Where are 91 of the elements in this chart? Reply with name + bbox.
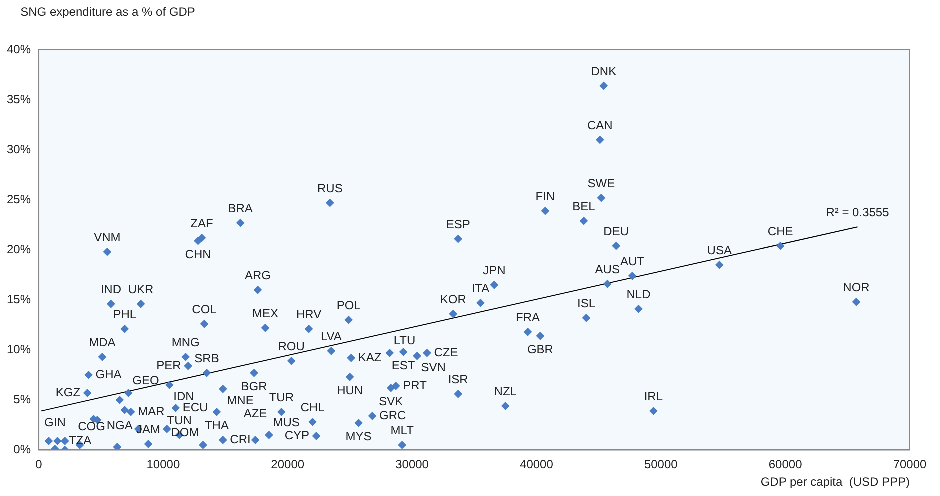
x-tick-label: 40000 (520, 458, 554, 472)
annotation: KGZ (56, 385, 81, 400)
x-axis-title: GDP per capita (USD PPP) (760, 475, 910, 490)
annotation: AUT (620, 254, 646, 268)
annotation: MYS (346, 430, 372, 444)
annotation: ISR (448, 372, 469, 386)
annotation: PHL (113, 307, 137, 322)
annotation: GIN (44, 416, 66, 430)
annotation: ISL (577, 296, 596, 310)
x-tick-label: 70000 (893, 458, 928, 472)
y-tick-label: 25% (6, 192, 32, 206)
annotation: TZA (68, 434, 92, 448)
annotation: MNG (172, 335, 200, 350)
x-tick-label: 20000 (271, 458, 305, 472)
annotation: GRC (379, 408, 406, 422)
annotation: ESP (446, 217, 470, 232)
annotation: AUS (595, 262, 620, 276)
annotation: VNM (94, 230, 121, 244)
annotation: MNE (227, 393, 254, 408)
annotation: NZL (494, 384, 518, 398)
annotation: MUS (273, 416, 300, 430)
annotation: GBR (527, 342, 554, 356)
y-tick-label: 0% (14, 442, 32, 457)
x-tick-label: 10000 (146, 458, 180, 472)
annotation: USA (707, 243, 732, 258)
annotation: THA (204, 418, 229, 432)
x-tick-label: 60000 (768, 458, 803, 472)
annotation: CZE (434, 345, 458, 360)
annotation: MAR (138, 404, 166, 418)
annotation: CHL (300, 400, 326, 414)
annotation: NGA (106, 418, 133, 432)
annotation: SWE (588, 176, 616, 190)
y-tick-label: 20% (6, 242, 32, 256)
annotation: NOR (843, 280, 870, 294)
annotation: GEO (132, 373, 160, 388)
annotation: GHA (96, 367, 122, 382)
annotation: R² = 0.3555 (826, 205, 890, 220)
annotation: IRL (644, 389, 664, 404)
annotation: CRI (230, 432, 251, 447)
annotation: BGR (241, 379, 268, 394)
annotation: POL (336, 298, 362, 312)
y-tick-label: 5% (14, 392, 32, 406)
annotation: IND (100, 282, 122, 296)
annotation: UKR (128, 282, 154, 296)
annotation: HRV (296, 307, 322, 322)
y-tick-label: 35% (6, 92, 32, 106)
annotation: MEX (252, 306, 278, 320)
annotation: ROU (278, 339, 305, 354)
annotation: TUR (269, 390, 294, 404)
annotation: CYP (284, 428, 310, 443)
annotation: MLT (390, 424, 415, 438)
annotation: ZAF (190, 216, 214, 230)
annotation: KOR (440, 292, 467, 306)
annotation: NLD (626, 287, 652, 302)
annotation: SVK (379, 394, 404, 408)
annotation: EST (392, 358, 416, 372)
annotation: CHE (768, 224, 794, 238)
annotation: RUS (318, 181, 343, 196)
y-axis-title: SNG expenditure as a % of GDP (20, 4, 196, 20)
annotation: SVN (421, 360, 446, 374)
annotation: CHN (185, 247, 212, 262)
annotation: DOM (171, 426, 200, 440)
annotation: LTU (394, 333, 416, 348)
y-tick-label: 30% (6, 142, 32, 156)
x-tick-label: 0 (36, 458, 43, 472)
annotation: COG (78, 420, 106, 434)
x-tick-label: 30000 (396, 458, 430, 472)
annotation: TUN (167, 414, 192, 428)
annotation: KAZ (358, 350, 382, 364)
annotation: ITA (472, 281, 490, 296)
annotation: JPN (483, 263, 506, 278)
annotation: ARG (245, 268, 272, 282)
y-tick-label: 10% (6, 342, 32, 356)
annotation: FRA (516, 310, 540, 324)
y-tick-label: 15% (6, 292, 32, 306)
annotation: SRB (194, 351, 220, 366)
annotation: CAN (588, 118, 613, 132)
annotation: PER (156, 358, 182, 372)
annotation: COL (192, 302, 218, 316)
annotation: BEL (572, 199, 596, 214)
annotation: MDA (89, 335, 116, 350)
annotation: FIN (536, 189, 556, 204)
annotation: LVA (320, 329, 342, 344)
annotation: DEU (604, 224, 630, 238)
annotation: HUN (337, 383, 364, 398)
annotation: AZE (244, 406, 268, 421)
annotation: BRA (228, 201, 253, 216)
annotation: DNK (591, 64, 617, 78)
y-tick-label: 40% (6, 42, 32, 56)
x-tick-label: 50000 (644, 458, 678, 472)
annotation: PRT (403, 378, 428, 392)
